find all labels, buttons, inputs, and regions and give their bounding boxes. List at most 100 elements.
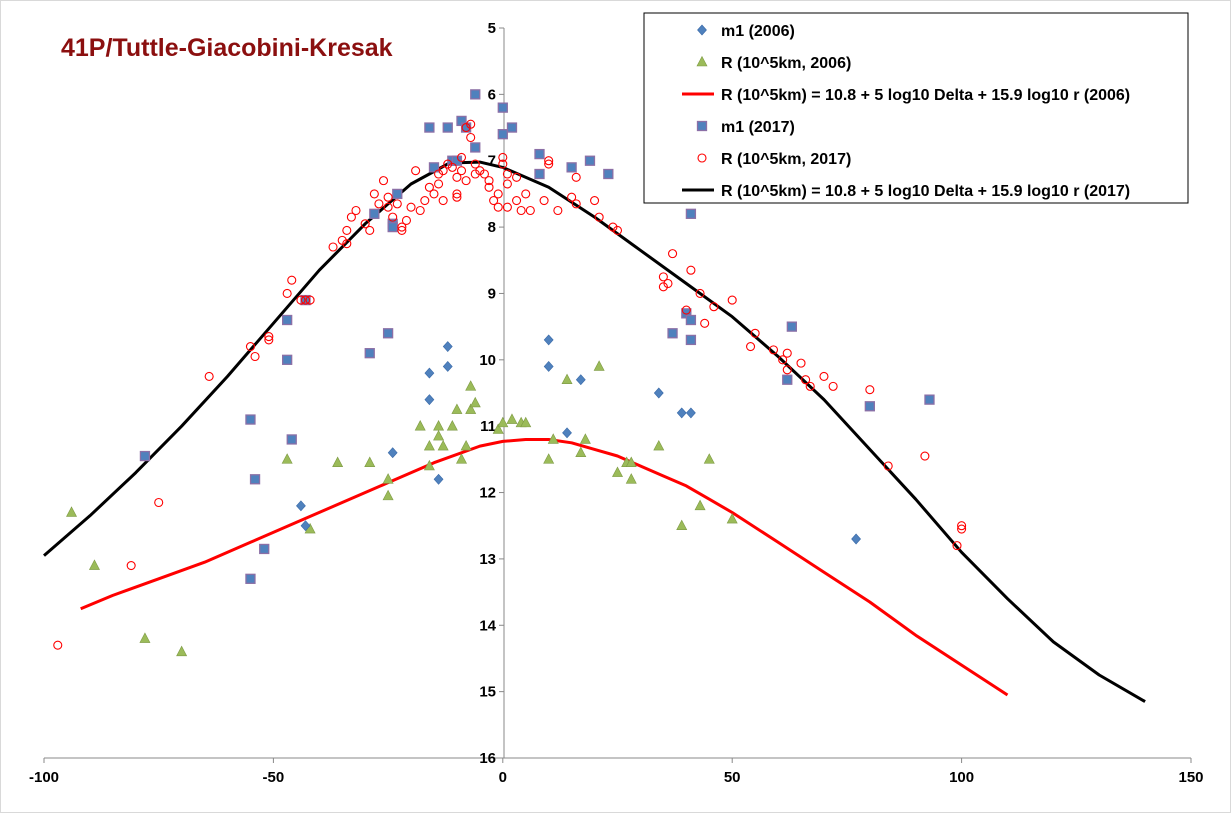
legend-marker-0 — [697, 24, 707, 36]
data-point — [484, 176, 494, 186]
data-point — [497, 102, 508, 113]
data-point — [686, 407, 696, 419]
data-point — [567, 192, 577, 202]
data-point — [544, 159, 554, 169]
data-point — [382, 328, 394, 339]
y-tick-label: 15 — [479, 684, 496, 701]
data-point — [534, 148, 545, 160]
data-point — [470, 159, 480, 169]
data-point — [676, 519, 688, 531]
data-point — [452, 189, 462, 199]
data-point — [282, 288, 292, 299]
data-point — [423, 439, 435, 451]
data-point — [382, 489, 394, 501]
data-point — [461, 176, 471, 186]
data-point — [382, 473, 394, 484]
legend-label-2: R (10^5km) = 10.8 + 5 log10 Delta + 15.9… — [721, 87, 1130, 104]
data-point — [608, 222, 618, 232]
data-point — [287, 275, 297, 285]
data-point — [415, 205, 425, 216]
data-point — [521, 189, 531, 199]
data-point — [437, 439, 449, 451]
legend-label-3: m1 (2017) — [721, 119, 795, 136]
data-point — [452, 172, 462, 182]
data-point — [434, 179, 444, 189]
data-point — [658, 282, 668, 292]
y-tick-label: 13 — [479, 551, 496, 568]
data-point — [469, 396, 481, 408]
data-point — [543, 361, 554, 372]
data-point — [667, 328, 678, 339]
data-point — [300, 520, 311, 532]
data-point — [461, 122, 471, 133]
data-point — [460, 439, 472, 451]
data-point — [456, 166, 467, 176]
data-point — [245, 414, 256, 425]
data-point — [516, 205, 526, 216]
series-4 — [53, 119, 967, 650]
data-point — [456, 152, 467, 162]
data-point — [424, 367, 435, 379]
data-point — [778, 355, 788, 365]
data-point — [438, 166, 448, 176]
data-point — [428, 162, 440, 173]
data-point — [502, 202, 512, 212]
y-tick-label: 5 — [488, 20, 496, 37]
x-tick-label: 0 — [499, 769, 507, 786]
data-point — [668, 249, 678, 259]
data-point — [584, 155, 596, 166]
legend-marker-4 — [697, 153, 707, 163]
data-point — [387, 447, 398, 459]
data-point — [475, 166, 485, 176]
data-point — [957, 524, 967, 534]
data-point — [544, 156, 554, 166]
data-point — [653, 387, 664, 399]
data-point — [332, 456, 344, 467]
data-point — [397, 222, 407, 232]
data-point — [590, 195, 600, 206]
data-point — [369, 189, 379, 199]
data-point — [442, 341, 453, 352]
data-point — [553, 205, 563, 216]
data-point — [470, 169, 480, 179]
legend-marker-1 — [696, 55, 708, 67]
data-point — [686, 265, 696, 275]
data-point — [612, 466, 623, 477]
data-point — [782, 365, 792, 375]
data-point — [594, 212, 604, 222]
data-point — [492, 423, 504, 434]
legend-box — [643, 12, 1189, 204]
data-point — [851, 533, 861, 545]
data-point — [364, 456, 376, 467]
data-point — [479, 169, 489, 179]
axes: -100 -50 0 50 100 150 5 6 7 8 9 10 11 12 13 14 15 16 — [29, 20, 1204, 786]
y-tick-label: 10 — [479, 352, 496, 369]
data-point — [456, 453, 468, 464]
data-point — [392, 199, 402, 209]
data-point — [579, 433, 591, 444]
data-point — [612, 225, 623, 235]
data-point — [497, 416, 509, 428]
data-point — [685, 334, 697, 346]
data-point — [603, 168, 614, 180]
data-point — [520, 416, 532, 428]
data-points — [53, 89, 967, 657]
fit-curves — [43, 160, 1146, 703]
data-point — [346, 212, 356, 222]
data-point — [446, 420, 458, 431]
data-point — [369, 208, 380, 219]
legend: m1 (2006) R (10^5km, 2006) R (10^5km) = 10… — [643, 12, 1189, 204]
data-point — [383, 192, 393, 202]
x-tick-label: 50 — [724, 769, 741, 786]
data-point — [342, 239, 352, 249]
data-point — [442, 361, 453, 372]
data-point — [685, 314, 697, 326]
data-point — [782, 348, 792, 358]
data-point — [397, 225, 407, 235]
data-point — [498, 152, 508, 162]
data-point — [865, 385, 875, 395]
data-point — [676, 407, 687, 419]
data-point — [920, 451, 930, 461]
data-point — [663, 278, 673, 289]
